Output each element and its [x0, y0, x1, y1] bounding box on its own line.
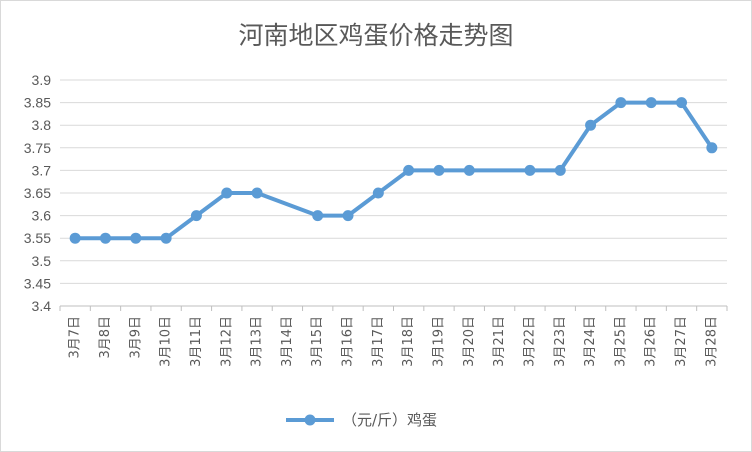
y-tick-label: 3.9: [32, 72, 52, 88]
data-point: [645, 97, 657, 109]
y-tick-label: 3.65: [24, 185, 51, 201]
y-axis-ticks: 3.4 3.45 3.5 3.55 3.6 3.65 3.7 3.75 3.8 3.85 3.9: [24, 72, 51, 314]
series-line: [73, 100, 714, 241]
data-point: [585, 119, 597, 131]
data-point: [463, 164, 475, 176]
data-point: [706, 142, 718, 154]
x-tick-label: 3月14日: [280, 316, 295, 367]
data-point: [312, 210, 324, 222]
x-tick-label: 3月16日: [341, 316, 356, 367]
x-tick-label: 3月7日: [68, 316, 83, 359]
data-point: [524, 164, 536, 176]
y-tick-label: 3.7: [32, 162, 52, 178]
data-point: [69, 232, 81, 244]
data-point: [554, 164, 566, 176]
legend: （元/斤）鸡蛋: [286, 411, 437, 429]
data-point: [342, 210, 354, 222]
data-point: [372, 187, 384, 199]
x-tick-label: 3月18日: [401, 316, 416, 367]
x-tick-label: 3月19日: [431, 316, 446, 367]
y-tick-label: 3.8: [32, 117, 52, 133]
data-point: [160, 232, 172, 244]
data-point: [676, 97, 688, 109]
x-tick-label: 3月23日: [553, 316, 568, 367]
y-tick-label: 3.5: [32, 253, 52, 269]
y-tick-label: 3.45: [24, 275, 51, 291]
x-axis: [59, 305, 728, 311]
y-tick-label: 3.85: [24, 95, 51, 111]
x-tick-label: 3月12日: [219, 316, 234, 367]
chart-title: 河南地区鸡蛋价格走势图: [238, 21, 513, 50]
x-tick-label: 3月27日: [674, 316, 689, 367]
series-markers: [69, 97, 718, 244]
series-lines: [73, 100, 714, 241]
x-tick-label: 3月26日: [644, 316, 659, 367]
x-tick-label: 3月25日: [613, 316, 628, 367]
x-tick-label: 3月20日: [462, 316, 477, 367]
x-tick-label: 3月9日: [128, 316, 143, 359]
x-axis-ticks: 3月7日 3月8日 3月9日 3月10日 3月11日 3月12日 3月13日 3月14日 3月1…: [68, 316, 720, 367]
x-tick-label: 3月22日: [522, 316, 537, 367]
x-tick-label: 3月10日: [159, 316, 174, 367]
data-point: [403, 164, 415, 176]
data-point: [190, 210, 202, 222]
x-tick-label: 3月15日: [310, 316, 325, 367]
x-tick-label: 3月17日: [371, 316, 386, 367]
data-point: [130, 232, 142, 244]
x-tick-label: 3月24日: [583, 316, 598, 367]
y-tick-label: 3.6: [32, 208, 52, 224]
x-tick-label: 3月8日: [98, 316, 113, 359]
data-point: [221, 187, 233, 199]
y-tick-label: 3.75: [24, 140, 51, 156]
data-point: [433, 164, 445, 176]
x-tick-label: 3月13日: [250, 316, 265, 367]
x-tick-label: 3月21日: [492, 316, 507, 367]
data-point: [251, 187, 263, 199]
y-tick-label: 3.55: [24, 230, 51, 246]
legend-marker: [304, 414, 316, 426]
y-tick-label: 3.4: [32, 298, 52, 314]
data-point: [99, 232, 111, 244]
legend-label: （元/斤）鸡蛋: [342, 411, 437, 429]
x-tick-label: 3月28日: [704, 316, 719, 367]
x-tick-label: 3月11日: [189, 316, 204, 367]
gridlines: [60, 79, 727, 307]
data-point: [615, 97, 627, 109]
